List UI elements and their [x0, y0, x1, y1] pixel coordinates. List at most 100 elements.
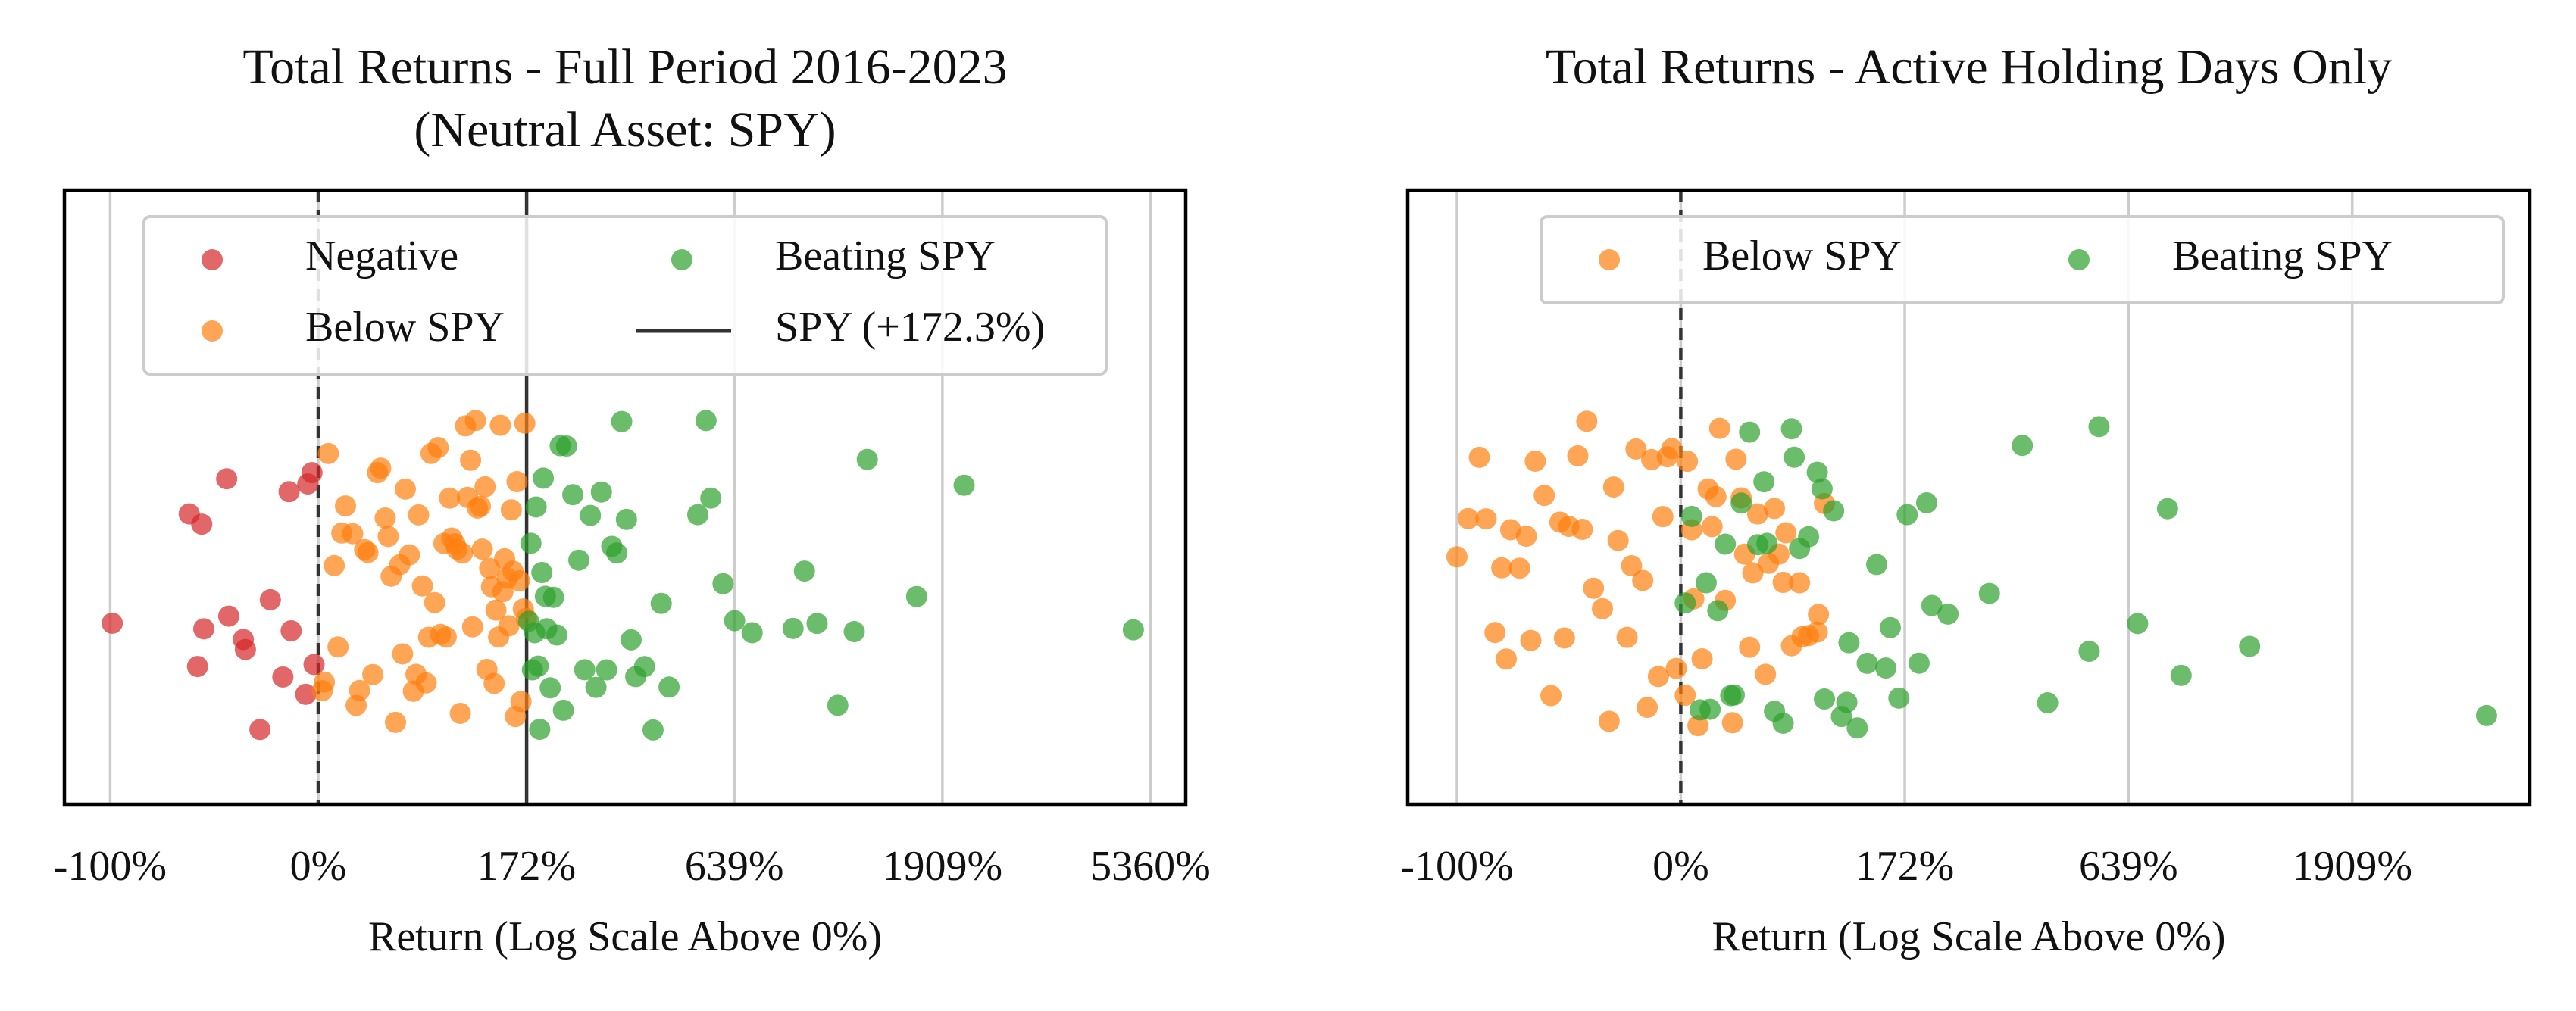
legend-box [1540, 215, 2505, 304]
legend-label: Below SPY [305, 304, 505, 351]
legend-label: SPY (+172.3%) [775, 304, 1045, 351]
data-point [611, 410, 633, 432]
data-point [1879, 616, 1901, 638]
data-point [1784, 446, 1805, 468]
data-point [596, 659, 617, 681]
data-point [500, 499, 522, 521]
data-point [1836, 691, 1858, 713]
data-point [580, 504, 602, 526]
data-point [1475, 508, 1497, 530]
data-point [392, 643, 414, 665]
data-point [297, 473, 319, 495]
data-point [1637, 697, 1658, 719]
data-point [408, 504, 430, 526]
data-point [1699, 698, 1721, 720]
legend-marker [671, 249, 692, 270]
data-point [1665, 657, 1687, 679]
data-point [1811, 478, 1833, 500]
data-point [1739, 421, 1761, 443]
data-point [574, 659, 596, 681]
data-point [1602, 476, 1624, 498]
data-point [1533, 485, 1555, 507]
data-point [695, 410, 717, 432]
data-point [399, 544, 420, 566]
data-point [234, 638, 256, 660]
data-point [435, 626, 457, 648]
x-tick-label: 172% [1855, 843, 1955, 890]
data-point [1691, 648, 1713, 670]
data-point [1674, 685, 1696, 707]
data-point [186, 656, 208, 678]
data-point [1772, 572, 1794, 594]
data-point [1524, 450, 1546, 472]
data-point [1446, 546, 1468, 568]
data-point [1508, 557, 1530, 579]
data-point [1652, 506, 1674, 528]
data-point [471, 538, 493, 560]
legend-marker [2068, 249, 2090, 270]
data-point [700, 487, 722, 509]
data-point [334, 495, 356, 517]
data-point [1721, 712, 1743, 734]
data-point [460, 449, 482, 471]
data-point [1484, 622, 1506, 644]
data-point [1576, 410, 1598, 432]
data-point [1789, 572, 1811, 594]
legend-label: Below SPY [1702, 232, 1902, 279]
data-point [217, 605, 239, 627]
data-point [317, 442, 339, 464]
data-point [452, 542, 474, 564]
data-point [272, 666, 294, 688]
data-point [1730, 492, 1752, 514]
data-point [510, 691, 532, 713]
data-point [2239, 635, 2261, 657]
data-point [514, 412, 536, 434]
data-point [483, 672, 505, 694]
data-point [2037, 692, 2059, 714]
data-point [1468, 446, 1490, 468]
data-point [506, 471, 528, 493]
data-point [552, 699, 574, 721]
legend-label: Negative [305, 232, 458, 279]
data-point [546, 624, 568, 646]
data-point [327, 636, 349, 658]
data-point [1687, 715, 1709, 737]
data-point [1632, 569, 1654, 591]
data-point [2475, 704, 2497, 726]
data-point [485, 599, 507, 621]
data-point [1661, 438, 1683, 460]
data-point [303, 654, 325, 676]
data-point [474, 476, 496, 498]
data-point [1756, 532, 1778, 554]
x-tick-label: 1909% [2292, 843, 2412, 890]
data-point [314, 671, 336, 693]
data-point [1708, 417, 1730, 439]
data-point [1705, 485, 1727, 507]
data-point [724, 610, 746, 632]
data-point [1540, 685, 1562, 707]
data-point [633, 656, 655, 678]
data-point [377, 526, 399, 548]
data-point [562, 484, 584, 506]
legend-label: Beating SPY [2172, 232, 2393, 279]
data-point [1856, 652, 1878, 674]
x-axis-label: Return (Log Scale Above 0%) [368, 913, 882, 960]
data-point [531, 562, 553, 584]
data-point [590, 481, 612, 503]
data-point [1921, 594, 1943, 616]
plot-frame [62, 188, 1188, 807]
data-point [1875, 657, 1897, 679]
data-point [1978, 582, 2000, 604]
data-point [357, 541, 379, 563]
x-tick-label: 0% [1652, 843, 1709, 890]
x-axis-label: Return (Log Scale Above 0%) [1712, 913, 2225, 960]
data-point [1701, 516, 1723, 538]
data-point [2127, 613, 2149, 635]
data-point [2088, 416, 2110, 438]
data-point [1457, 507, 1479, 529]
data-point [411, 575, 433, 597]
data-point [527, 655, 549, 677]
data-point [793, 560, 815, 582]
data-point [1866, 554, 1888, 576]
